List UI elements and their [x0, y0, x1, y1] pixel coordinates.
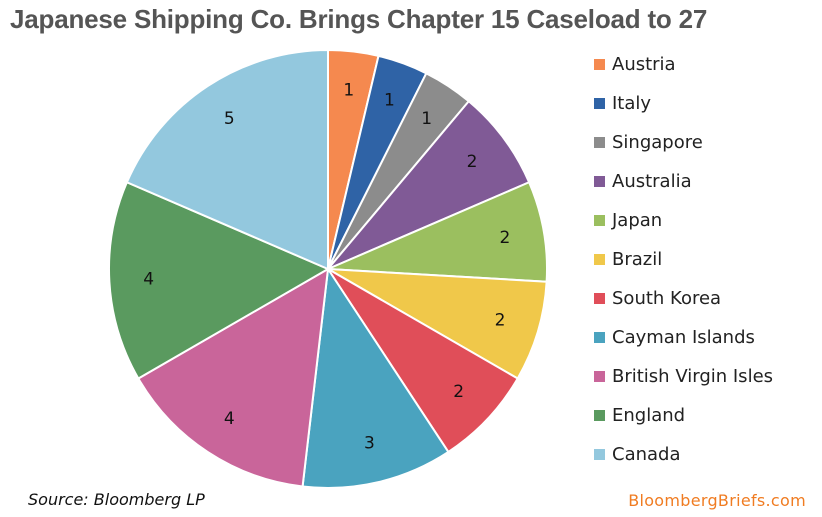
slice-value-british-virgin-isles: 4 — [224, 409, 235, 429]
legend-swatch — [594, 292, 605, 304]
legend-swatch — [594, 97, 605, 109]
legend-item-canada: Canada — [594, 442, 681, 466]
pie-slice-british-virgin-isles — [136, 267, 330, 488]
brand-link[interactable]: BloombergBriefs.com — [628, 491, 806, 510]
legend-label: England — [612, 404, 686, 426]
legend-swatch — [594, 331, 605, 343]
slice-value-australia: 2 — [467, 152, 478, 172]
pie-slice-england — [108, 180, 331, 380]
legend-swatch — [594, 136, 605, 148]
pie-slice-brazil — [327, 268, 548, 380]
slice-value-singapore: 1 — [421, 109, 432, 129]
legend-item-south-korea: South Korea — [594, 286, 721, 310]
slice-value-england: 4 — [143, 269, 154, 289]
slice-value-japan: 2 — [499, 228, 510, 248]
slice-value-austria: 1 — [343, 81, 354, 101]
legend-swatch — [594, 214, 605, 226]
pie-slice-canada — [125, 48, 329, 271]
legend-swatch — [594, 175, 605, 187]
legend-item-australia: Australia — [594, 169, 692, 193]
legend-label: Cayman Islands — [612, 326, 755, 348]
legend-item-england: England — [594, 403, 685, 427]
legend-label: South Korea — [612, 287, 722, 309]
legend-swatch — [594, 409, 605, 421]
chart-title: Japanese Shipping Co. Brings Chapter 15 … — [10, 4, 708, 34]
legend-label: Canada — [612, 443, 681, 465]
legend-label: Brazil — [612, 248, 663, 270]
legend-item-brazil: Brazil — [594, 247, 662, 271]
legend-label: Australia — [612, 170, 692, 192]
slice-value-canada: 5 — [224, 109, 235, 129]
legend-label: Italy — [612, 92, 652, 114]
legend-item-british-virgin-isles: British Virgin Isles — [594, 364, 773, 388]
legend-label: Japan — [612, 209, 663, 231]
pie-slice-south-korea — [327, 268, 520, 454]
pie-slice-australia — [327, 99, 531, 270]
pie-slice-cayman-islands — [301, 266, 450, 489]
legend-swatch — [594, 253, 605, 265]
legend-item-cayman-islands: Cayman Islands — [594, 325, 755, 349]
legend-item-singapore: Singapore — [594, 130, 703, 154]
legend-label: Singapore — [612, 131, 703, 153]
slice-value-cayman-islands: 3 — [364, 434, 375, 454]
slice-value-italy: 1 — [384, 90, 395, 110]
legend-item-japan: Japan — [594, 208, 662, 232]
legend-label: British Virgin Isles — [612, 365, 774, 387]
pie-slice-japan — [327, 180, 548, 283]
legend-swatch — [594, 58, 605, 70]
legend-item-austria: Austria — [594, 52, 676, 76]
slice-value-brazil: 2 — [495, 311, 506, 331]
legend-swatch — [594, 370, 605, 382]
slice-value-south-korea: 2 — [453, 382, 464, 402]
legend-swatch — [594, 448, 605, 460]
legend-label: Austria — [612, 53, 676, 75]
legend-item-italy: Italy — [594, 91, 651, 115]
source-note: Source: Bloomberg LP — [28, 490, 205, 509]
